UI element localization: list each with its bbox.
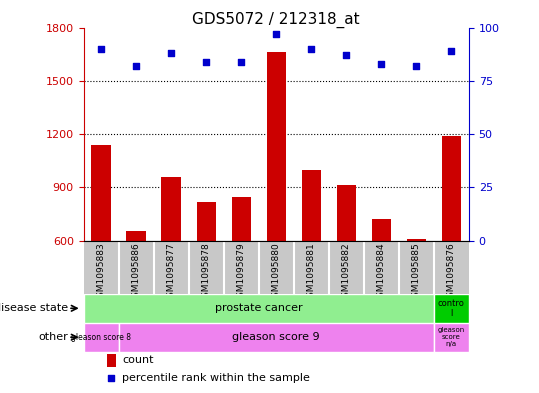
Bar xyxy=(372,219,391,241)
Point xyxy=(237,59,246,65)
Bar xyxy=(162,176,181,241)
Text: disease state: disease state xyxy=(0,303,68,313)
Text: percentile rank within the sample: percentile rank within the sample xyxy=(122,373,310,383)
Point xyxy=(202,59,211,65)
Bar xyxy=(267,52,286,241)
Bar xyxy=(337,185,356,241)
Bar xyxy=(442,136,461,241)
Point xyxy=(342,52,351,58)
Point xyxy=(412,63,421,69)
Text: GSM1095878: GSM1095878 xyxy=(202,242,211,303)
Point xyxy=(307,46,316,52)
Point xyxy=(524,298,533,305)
Bar xyxy=(197,202,216,241)
Text: other: other xyxy=(38,332,68,342)
Point xyxy=(167,50,176,56)
Bar xyxy=(107,354,116,367)
Point xyxy=(447,48,456,54)
Text: GSM1095884: GSM1095884 xyxy=(377,242,386,303)
Point xyxy=(272,31,281,37)
Bar xyxy=(119,323,434,352)
Text: contro
l: contro l xyxy=(438,299,465,318)
Text: GSM1095877: GSM1095877 xyxy=(167,242,176,303)
Bar xyxy=(127,231,146,241)
Text: GSM1095881: GSM1095881 xyxy=(307,242,316,303)
Bar xyxy=(407,239,426,241)
Text: GSM1095883: GSM1095883 xyxy=(96,242,106,303)
Bar xyxy=(434,323,469,352)
Bar xyxy=(84,323,119,352)
Title: GDS5072 / 212318_at: GDS5072 / 212318_at xyxy=(192,11,360,28)
Text: GSM1095876: GSM1095876 xyxy=(447,242,456,303)
Text: prostate cancer: prostate cancer xyxy=(215,303,302,313)
Text: count: count xyxy=(122,355,154,365)
Bar xyxy=(434,294,469,323)
Point xyxy=(377,61,386,67)
Text: GSM1095882: GSM1095882 xyxy=(342,242,351,303)
Text: GSM1095879: GSM1095879 xyxy=(237,242,246,303)
Point xyxy=(132,63,140,69)
Bar xyxy=(92,145,110,241)
Bar xyxy=(232,197,251,241)
Point xyxy=(97,46,106,52)
Text: GSM1095885: GSM1095885 xyxy=(412,242,421,303)
Text: gleason
score
n/a: gleason score n/a xyxy=(438,327,465,347)
Text: GSM1095886: GSM1095886 xyxy=(132,242,141,303)
Text: gleason score 9: gleason score 9 xyxy=(232,332,320,342)
Bar xyxy=(302,169,321,241)
Text: GSM1095880: GSM1095880 xyxy=(272,242,281,303)
Text: gleason score 8: gleason score 8 xyxy=(71,333,131,342)
